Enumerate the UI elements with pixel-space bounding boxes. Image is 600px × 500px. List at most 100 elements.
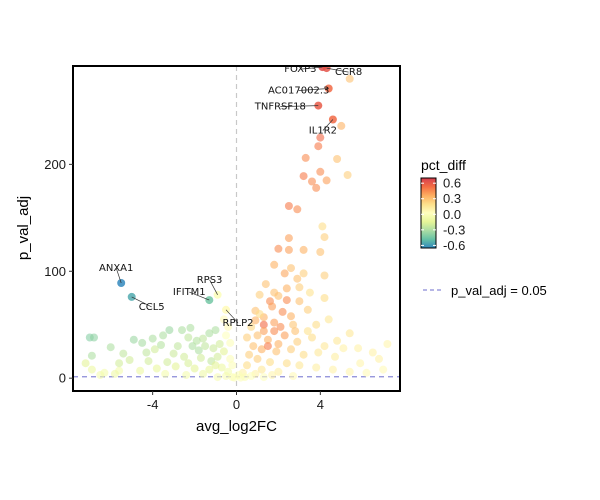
data-point — [270, 327, 279, 336]
data-point — [205, 329, 214, 338]
data-point — [303, 327, 312, 336]
data-point — [312, 183, 321, 192]
data-point — [257, 345, 266, 354]
data-point — [259, 373, 268, 382]
data-point — [289, 320, 298, 329]
gene-label: AC017002.3 — [268, 86, 329, 97]
data-point — [171, 362, 180, 371]
data-point — [247, 372, 256, 380]
data-point — [287, 312, 295, 321]
gene-label-leader — [209, 279, 218, 295]
data-point — [192, 336, 201, 345]
data-point — [272, 347, 281, 356]
data-point — [316, 133, 325, 142]
gene-label-leader — [189, 291, 210, 301]
data-point — [215, 340, 224, 348]
reference-lines — [73, 66, 400, 391]
data-point — [295, 361, 304, 370]
y-tick-label: 0 — [59, 371, 66, 386]
data-point — [287, 345, 295, 354]
gene-label: TNFRSF18 — [254, 102, 306, 113]
data-point — [299, 245, 308, 254]
data-point — [87, 351, 96, 360]
data-point — [157, 341, 165, 349]
data-point — [222, 331, 230, 340]
data-point — [96, 371, 105, 379]
data-point — [209, 344, 218, 353]
data-point — [152, 364, 161, 373]
gene-label: ANXA1 — [99, 263, 133, 274]
data-point — [293, 274, 302, 283]
data-point — [333, 155, 342, 163]
data-point — [356, 359, 365, 368]
data-point — [280, 269, 289, 278]
gene-labels: FOXP3 CCR8 AC017002.3 TNFRSF18 IL1R2 ANXA1 CCL… — [99, 64, 362, 329]
data-point — [320, 342, 329, 351]
colorbar — [420, 177, 437, 249]
y-axis-title: p_val_adj — [15, 196, 32, 260]
data-point — [205, 365, 214, 374]
x-tick-label: 4 — [317, 397, 324, 412]
data-point — [276, 322, 285, 331]
data-point — [211, 361, 220, 370]
data-point — [345, 74, 354, 83]
data-point — [255, 290, 264, 299]
data-points — [81, 66, 392, 382]
labeled-data-point — [322, 66, 331, 73]
data-point — [173, 342, 182, 351]
data-point — [243, 361, 251, 370]
data-point — [226, 354, 235, 363]
data-point — [253, 354, 262, 363]
y-tick-label: 100 — [44, 264, 66, 279]
data-point — [339, 344, 348, 353]
data-point — [287, 264, 295, 273]
data-point — [284, 202, 293, 210]
gene-label: FOXP3 — [284, 64, 316, 75]
data-point — [282, 296, 291, 305]
data-point — [289, 372, 298, 380]
gene-label-leader — [298, 88, 329, 91]
data-point — [308, 177, 316, 186]
data-point — [190, 364, 199, 373]
data-point — [219, 315, 228, 324]
data-point — [282, 359, 291, 368]
legend-hline-label: p_val_adj = 0.05 — [451, 283, 547, 298]
data-point — [331, 352, 339, 361]
data-point — [343, 171, 352, 179]
data-point — [230, 373, 239, 382]
data-point — [144, 357, 153, 366]
data-point — [293, 337, 302, 346]
data-point — [217, 363, 226, 372]
data-point — [362, 368, 371, 377]
data-point — [303, 305, 312, 314]
colorbar-ticks: 0.60.30.0-0.3-0.6 — [421, 176, 465, 253]
y-tick-label: 200 — [44, 157, 66, 172]
data-point — [305, 288, 314, 297]
data-point — [266, 358, 274, 367]
data-point — [274, 367, 283, 376]
data-point — [129, 335, 138, 344]
data-point — [136, 366, 145, 375]
gene-label: IFITM1 — [173, 287, 206, 298]
data-point — [295, 297, 304, 306]
data-point — [163, 358, 172, 367]
data-point — [268, 371, 277, 379]
data-point — [255, 310, 264, 318]
data-point — [270, 318, 279, 327]
data-point — [180, 352, 189, 361]
colorbar-tick-label: 0.6 — [443, 176, 461, 191]
data-point — [314, 142, 323, 151]
data-point — [161, 369, 170, 378]
gene-label: RPLP2 — [223, 318, 254, 329]
colorbar-tick-label: -0.6 — [443, 238, 465, 253]
data-point — [226, 338, 235, 347]
data-point — [213, 373, 222, 382]
data-point — [138, 338, 147, 347]
axes: -4 0 4 0 100 200 — [44, 157, 324, 412]
data-point — [150, 345, 159, 354]
data-point — [165, 326, 174, 335]
data-point — [316, 248, 325, 256]
data-point — [312, 320, 321, 329]
x-tick-label: 0 — [233, 397, 240, 412]
